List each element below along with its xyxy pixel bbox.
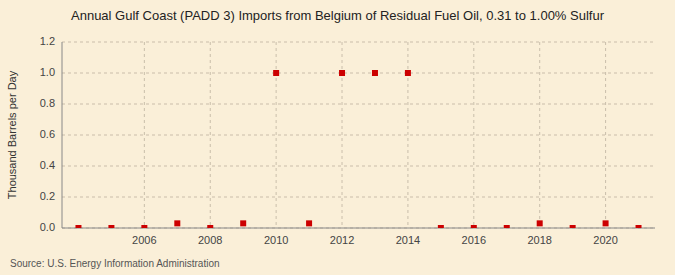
axes: 0.0 0.2 0.4 0.6 0.8 1.0 1.2 2006 2008 2010 2012 201… (40, 35, 655, 246)
point (438, 225, 444, 228)
point (306, 220, 312, 226)
x-grid-line (539, 42, 540, 228)
x-tick-label: 2010 (264, 234, 288, 246)
point (570, 225, 576, 228)
y-grid-line (62, 197, 655, 198)
y-grid-line (62, 166, 655, 167)
point (141, 225, 147, 228)
point (405, 70, 411, 76)
x-grid-line (342, 42, 343, 228)
title: Annual Gulf Coast (PADD 3) Imports from … (71, 8, 605, 23)
x-tick-label: 2016 (462, 234, 486, 246)
y-tick-label: 0.6 (40, 128, 55, 140)
y-grid-line (62, 228, 655, 229)
point (75, 225, 81, 228)
point (273, 70, 279, 76)
point (207, 225, 213, 228)
point (339, 70, 345, 76)
y-grid-line (62, 42, 655, 43)
point (108, 225, 114, 228)
source-annotation: Source: U.S. Energy Information Administ… (10, 258, 220, 269)
y-axis-label: Thousand Barrels per Day (6, 70, 18, 199)
y-tick-label: 1.0 (40, 66, 55, 78)
grid (62, 42, 655, 228)
chart: 0.0 0.2 0.4 0.6 0.8 1.0 1.2 2006 2008 2010 2012 201… (0, 0, 675, 275)
page: {"chart_data": {"type": "scatter", "titl… (0, 0, 675, 275)
y-tick-label: 0.4 (40, 159, 55, 171)
point (537, 220, 543, 226)
x-tick-label: 2006 (132, 234, 156, 246)
point (471, 225, 477, 228)
x-tick-label: 2014 (396, 234, 420, 246)
y-grid-line (62, 73, 655, 74)
x-grid-line (605, 42, 606, 228)
point (504, 225, 510, 228)
points (75, 70, 641, 228)
x-tick-label: 2020 (593, 234, 617, 246)
x-tick-label: 2012 (330, 234, 354, 246)
y-tick-label: 0.8 (40, 97, 55, 109)
x-tick-label: 2008 (198, 234, 222, 246)
point (372, 70, 378, 76)
x-grid-line (144, 42, 145, 228)
y-tick-label: 0.2 (40, 190, 55, 202)
y-tick-label: 1.2 (40, 35, 55, 47)
x-grid-line (473, 42, 474, 228)
point (174, 220, 180, 226)
x-grid-line (407, 42, 408, 228)
y-tick-label: 0.0 (40, 221, 55, 233)
y-grid-line (62, 104, 655, 105)
x-grid-line (210, 42, 211, 228)
point (240, 220, 246, 226)
x-tick-label: 2018 (527, 234, 551, 246)
y-axis-line (62, 42, 63, 228)
x-axis-line (62, 228, 655, 229)
point (603, 220, 609, 226)
point (636, 225, 642, 228)
x-grid-line (276, 42, 277, 228)
y-grid-line (62, 135, 655, 136)
